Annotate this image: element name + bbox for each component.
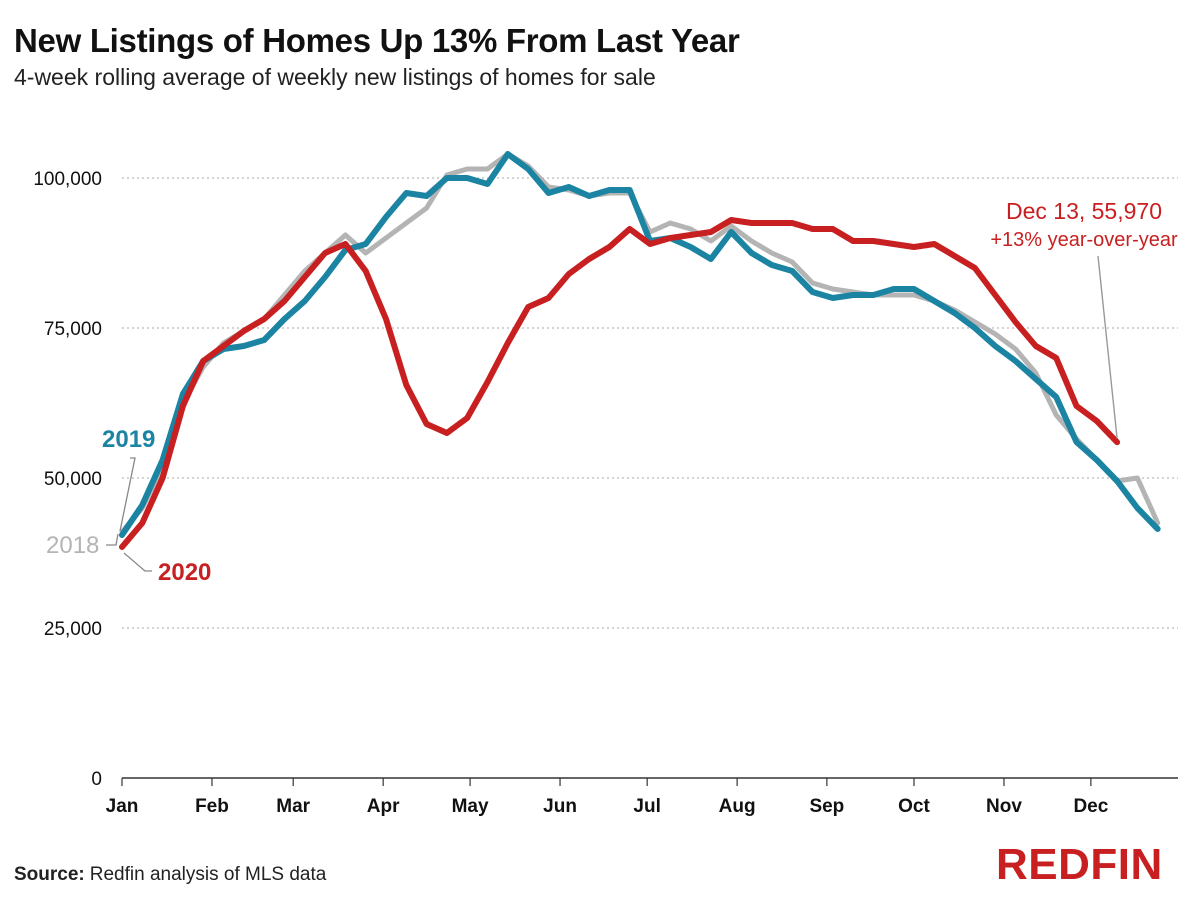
y-tick-label-100000: 100,000 <box>33 169 102 190</box>
source-text: Redfin analysis of MLS data <box>89 864 327 885</box>
leader-line-2018 <box>106 533 119 546</box>
x-tick-label-oct: Oct <box>898 796 930 817</box>
annotation-leader-line <box>1097 255 1118 439</box>
y-axis-tick-labels: 0 25,000 50,000 75,000 100,000 <box>33 169 102 790</box>
x-tick-label-nov: Nov <box>986 796 1022 817</box>
x-tick-label-feb: Feb <box>195 796 229 817</box>
source-note: Source: Redfin analysis of MLS data <box>14 864 326 886</box>
annotation: Dec 13, 55,970 +13% year-over-year <box>990 198 1178 439</box>
chart-subtitle: 4-week rolling average of weekly new lis… <box>14 64 656 90</box>
series-line-2019 <box>119 151 1161 538</box>
source-label: Source: <box>14 864 85 885</box>
leader-line-2019 <box>119 457 136 532</box>
series-label-2019: 2019 <box>102 426 155 453</box>
redfin-logo: REDFIN <box>996 840 1163 889</box>
x-tick-label-apr: Apr <box>367 796 400 817</box>
series-labels: 2019 2018 2020 <box>46 426 211 586</box>
annotation-value: Dec 13, 55,970 <box>1006 198 1162 224</box>
y-tick-label-25000: 25,000 <box>44 619 102 640</box>
series-line-2020 <box>119 217 1121 550</box>
x-tick-label-sep: Sep <box>809 796 844 817</box>
x-tick-label-jan: Jan <box>106 796 139 817</box>
y-tick-label-0: 0 <box>91 769 102 790</box>
series-lines <box>119 151 1161 550</box>
chart-title: New Listings of Homes Up 13% From Last Y… <box>14 22 740 59</box>
series-label-2018: 2018 <box>46 532 99 559</box>
x-tick-label-dec: Dec <box>1073 796 1108 817</box>
x-tick-label-aug: Aug <box>719 796 756 817</box>
x-tick-label-jul: Jul <box>633 796 660 817</box>
x-axis-tick-labels: Jan Feb Mar Apr May Jun Jul Aug Sep Oct Nov Dec <box>106 778 1109 817</box>
y-tick-label-75000: 75,000 <box>44 319 102 340</box>
series-label-2020: 2020 <box>158 559 211 586</box>
x-tick-label-mar: Mar <box>276 796 310 817</box>
leader-line-2020 <box>123 552 152 572</box>
x-tick-label-jun: Jun <box>543 796 577 817</box>
y-tick-label-50000: 50,000 <box>44 469 102 490</box>
x-tick-label-may: May <box>452 796 489 817</box>
annotation-change: +13% year-over-year <box>990 229 1178 251</box>
gridlines <box>122 177 1178 779</box>
